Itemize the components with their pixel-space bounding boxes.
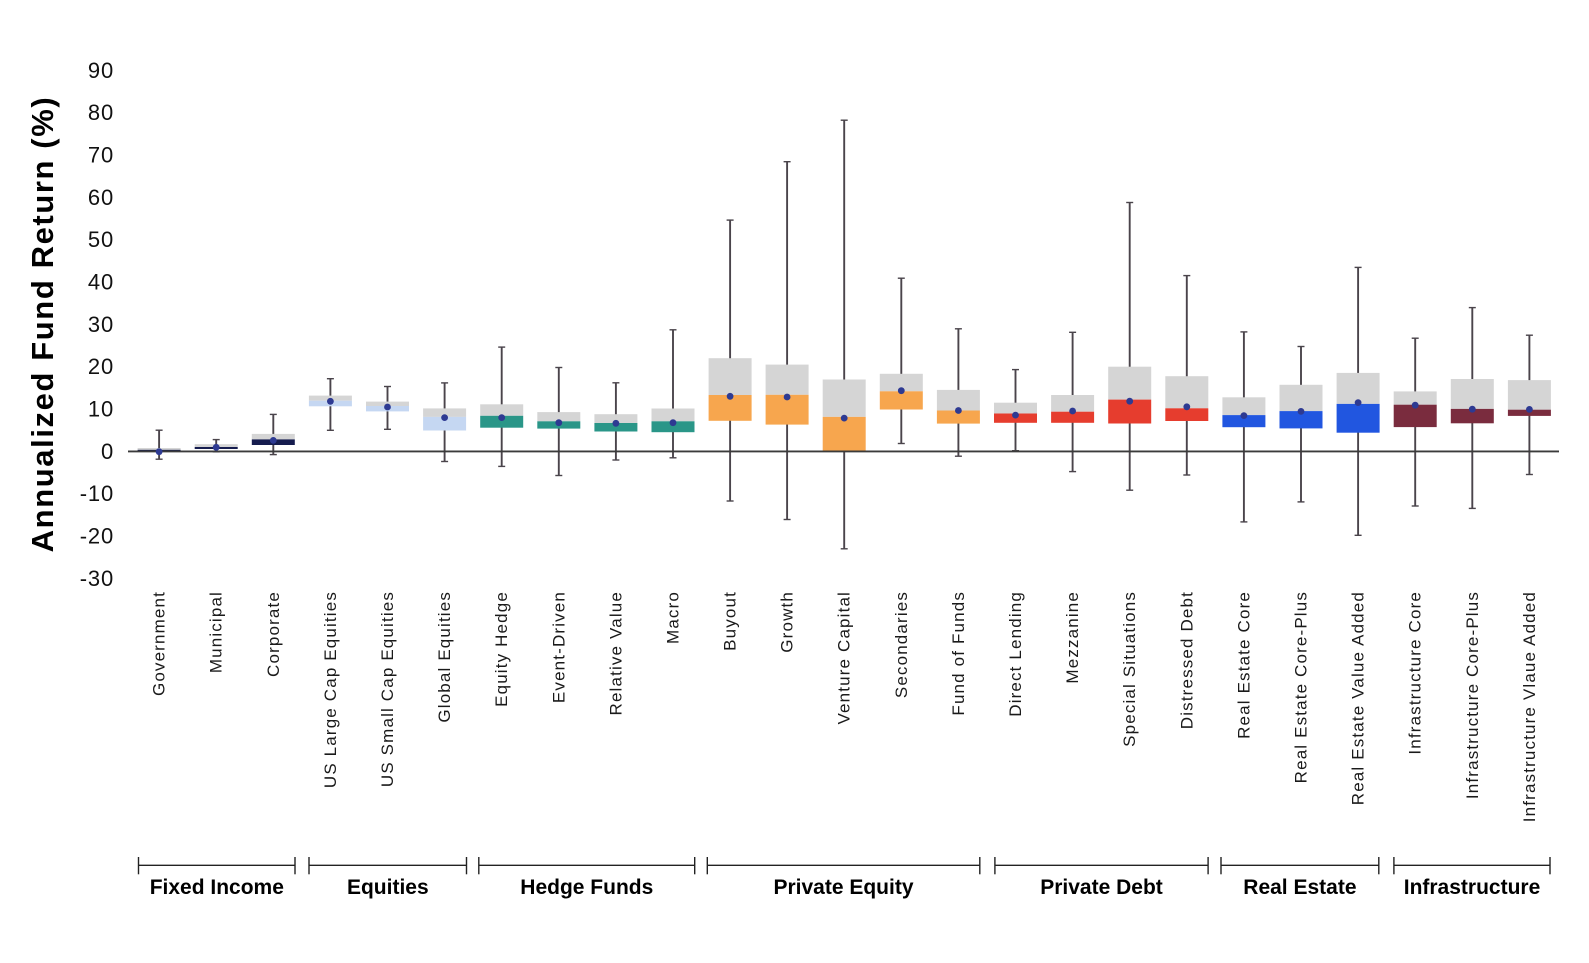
svg-text:US Small Cap Equities: US Small Cap Equities — [378, 591, 397, 787]
svg-text:90: 90 — [88, 58, 114, 83]
svg-text:Infrastructure: Infrastructure — [1404, 876, 1541, 899]
svg-text:Direct Lending: Direct Lending — [1006, 591, 1025, 717]
svg-text:Real Estate Core-Plus: Real Estate Core-Plus — [1292, 591, 1311, 783]
svg-text:-10: -10 — [80, 481, 114, 506]
svg-text:40: 40 — [88, 270, 114, 295]
svg-text:Secondaries: Secondaries — [892, 591, 911, 698]
svg-text:Growth: Growth — [778, 591, 797, 653]
svg-text:-30: -30 — [80, 566, 114, 591]
svg-text:Equities: Equities — [347, 876, 429, 899]
svg-text:0: 0 — [101, 439, 114, 464]
svg-text:Municipal: Municipal — [207, 591, 226, 673]
svg-text:Global Equities: Global Equities — [435, 591, 454, 723]
svg-text:Real Estate Value Added: Real Estate Value Added — [1349, 591, 1368, 805]
svg-text:Relative Value: Relative Value — [606, 591, 625, 715]
svg-text:Distressed Debt: Distressed Debt — [1177, 591, 1196, 729]
svg-text:Infrastructure Vlaue Added: Infrastructure Vlaue Added — [1520, 591, 1539, 822]
svg-text:Macro: Macro — [664, 591, 683, 644]
svg-text:Annualized Fund Return (%): Annualized Fund Return (%) — [25, 96, 60, 553]
svg-text:Buyout: Buyout — [721, 591, 740, 651]
svg-text:50: 50 — [88, 227, 114, 252]
svg-text:10: 10 — [88, 397, 114, 422]
svg-text:80: 80 — [88, 100, 114, 125]
svg-text:Infrastructure Core: Infrastructure Core — [1406, 591, 1425, 755]
svg-text:Real Estate Core: Real Estate Core — [1234, 591, 1253, 739]
svg-text:Hedge Funds: Hedge Funds — [520, 876, 653, 899]
svg-text:Government: Government — [150, 591, 169, 696]
svg-text:Equity Hedge: Equity Hedge — [492, 591, 511, 707]
svg-text:Fund of Funds: Fund of Funds — [949, 591, 968, 716]
svg-text:Real Estate: Real Estate — [1243, 876, 1356, 899]
svg-text:Mezzanine: Mezzanine — [1063, 591, 1082, 684]
svg-text:Event-Driven: Event-Driven — [549, 591, 568, 703]
svg-text:Venture Capital: Venture Capital — [835, 591, 854, 725]
svg-text:Corporate: Corporate — [264, 591, 283, 677]
svg-text:70: 70 — [88, 143, 114, 168]
svg-text:US Large Cap Equities: US Large Cap Equities — [321, 591, 340, 788]
svg-text:Private Debt: Private Debt — [1040, 876, 1163, 899]
svg-text:Fixed Income: Fixed Income — [150, 876, 284, 899]
svg-text:30: 30 — [88, 312, 114, 337]
svg-text:Special Situations: Special Situations — [1120, 591, 1139, 747]
svg-text:Private Equity: Private Equity — [773, 876, 913, 899]
svg-text:60: 60 — [88, 185, 114, 210]
svg-text:Infrastructure Core-Plus: Infrastructure Core-Plus — [1463, 591, 1482, 799]
svg-text:-20: -20 — [80, 524, 114, 549]
svg-text:20: 20 — [88, 354, 114, 379]
